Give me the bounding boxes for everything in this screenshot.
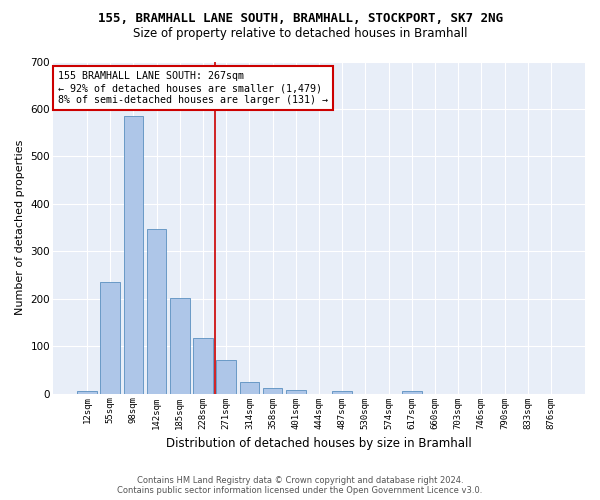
Bar bbox=[402, 392, 422, 394]
Bar bbox=[332, 391, 352, 394]
Bar bbox=[100, 282, 120, 394]
Bar bbox=[170, 298, 190, 394]
Bar bbox=[147, 229, 166, 394]
X-axis label: Distribution of detached houses by size in Bramhall: Distribution of detached houses by size … bbox=[166, 437, 472, 450]
Text: 155, BRAMHALL LANE SOUTH, BRAMHALL, STOCKPORT, SK7 2NG: 155, BRAMHALL LANE SOUTH, BRAMHALL, STOC… bbox=[97, 12, 503, 26]
Bar bbox=[286, 390, 305, 394]
Bar bbox=[193, 338, 213, 394]
Text: 155 BRAMHALL LANE SOUTH: 267sqm
← 92% of detached houses are smaller (1,479)
8% : 155 BRAMHALL LANE SOUTH: 267sqm ← 92% of… bbox=[58, 72, 328, 104]
Bar bbox=[124, 116, 143, 394]
Bar bbox=[263, 388, 283, 394]
Bar bbox=[77, 392, 97, 394]
Y-axis label: Number of detached properties: Number of detached properties bbox=[15, 140, 25, 316]
Bar bbox=[239, 382, 259, 394]
Text: Size of property relative to detached houses in Bramhall: Size of property relative to detached ho… bbox=[133, 28, 467, 40]
Text: Contains HM Land Registry data © Crown copyright and database right 2024.
Contai: Contains HM Land Registry data © Crown c… bbox=[118, 476, 482, 495]
Bar bbox=[217, 360, 236, 394]
